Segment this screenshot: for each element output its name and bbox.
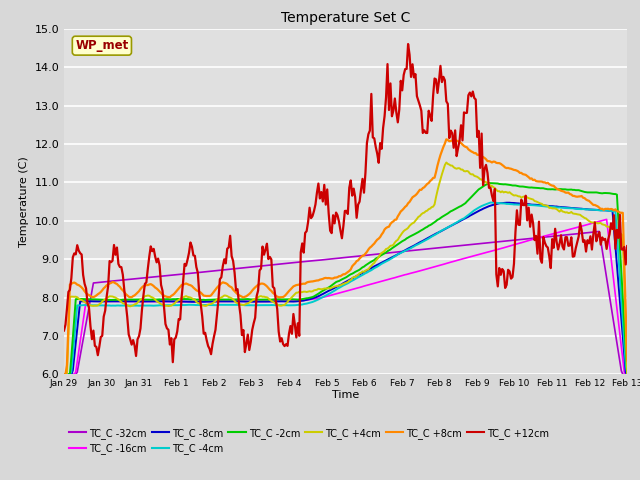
TC_C +8cm xyxy=(60,372,68,377)
TC_C -4cm xyxy=(79,302,87,308)
TC_C +12cm xyxy=(465,92,472,98)
TC_C -2cm xyxy=(461,200,469,206)
TC_C +4cm xyxy=(79,298,87,304)
TC_C +8cm xyxy=(442,136,450,142)
TC_C -16cm xyxy=(350,286,358,292)
Line: TC_C -32cm: TC_C -32cm xyxy=(64,231,627,374)
TC_C +8cm xyxy=(623,358,631,363)
TC_C -16cm xyxy=(545,232,553,238)
TC_C -16cm xyxy=(79,318,87,324)
TC_C -16cm xyxy=(60,372,68,377)
TC_C -4cm xyxy=(461,214,469,220)
TC_C -16cm xyxy=(603,216,611,222)
TC_C +4cm xyxy=(463,168,471,174)
TC_C -4cm xyxy=(620,340,628,346)
TC_C +4cm xyxy=(620,279,628,285)
TC_C -16cm xyxy=(461,255,469,261)
Text: WP_met: WP_met xyxy=(76,39,129,52)
TC_C -2cm xyxy=(60,372,68,377)
Line: TC_C +8cm: TC_C +8cm xyxy=(64,139,627,374)
TC_C +4cm xyxy=(97,300,104,306)
TC_C +8cm xyxy=(79,286,87,292)
TC_C -4cm xyxy=(97,302,104,308)
Line: TC_C +12cm: TC_C +12cm xyxy=(64,44,627,362)
TC_C -2cm xyxy=(350,270,358,276)
TC_C +12cm xyxy=(169,360,177,365)
TC_C +8cm xyxy=(547,182,555,188)
TC_C +8cm xyxy=(463,144,471,150)
TC_C +12cm xyxy=(623,243,631,249)
TC_C -2cm xyxy=(485,180,493,186)
TC_C +12cm xyxy=(404,41,412,47)
TC_C +12cm xyxy=(60,328,68,334)
Title: Temperature Set C: Temperature Set C xyxy=(281,11,410,25)
Line: TC_C +4cm: TC_C +4cm xyxy=(64,163,627,374)
TC_C -16cm xyxy=(620,369,628,375)
TC_C +4cm xyxy=(60,372,68,377)
TC_C -32cm xyxy=(350,254,358,260)
TC_C -16cm xyxy=(623,372,631,377)
Line: TC_C -8cm: TC_C -8cm xyxy=(64,203,627,374)
TC_C -2cm xyxy=(623,372,631,377)
TC_C +8cm xyxy=(350,262,358,267)
TC_C -32cm xyxy=(545,234,553,240)
TC_C +12cm xyxy=(79,272,87,278)
TC_C +12cm xyxy=(351,194,359,200)
TC_C +4cm xyxy=(547,205,555,211)
TC_C -32cm xyxy=(461,242,469,248)
TC_C -4cm xyxy=(486,200,494,205)
TC_C -2cm xyxy=(620,320,628,326)
Line: TC_C -16cm: TC_C -16cm xyxy=(64,219,627,374)
TC_C -2cm xyxy=(79,296,87,302)
TC_C -8cm xyxy=(79,299,87,304)
TC_C -32cm xyxy=(60,372,68,377)
TC_C -8cm xyxy=(97,299,104,304)
TC_C -8cm xyxy=(620,351,628,357)
TC_C -32cm xyxy=(623,372,631,377)
TC_C -8cm xyxy=(503,200,511,205)
TC_C +12cm xyxy=(622,262,630,267)
TC_C +4cm xyxy=(350,274,358,280)
TC_C -2cm xyxy=(97,297,104,302)
TC_C +4cm xyxy=(442,160,450,166)
Line: TC_C -4cm: TC_C -4cm xyxy=(64,203,627,374)
TC_C -32cm xyxy=(595,228,603,234)
TC_C -32cm xyxy=(79,337,87,343)
Y-axis label: Temperature (C): Temperature (C) xyxy=(19,156,29,247)
TC_C +8cm xyxy=(97,289,104,295)
TC_C +12cm xyxy=(548,236,556,242)
Line: TC_C -2cm: TC_C -2cm xyxy=(64,183,627,374)
TC_C -8cm xyxy=(547,203,555,209)
TC_C -2cm xyxy=(547,186,555,192)
TC_C -8cm xyxy=(623,372,631,377)
TC_C -4cm xyxy=(60,372,68,377)
TC_C -8cm xyxy=(350,275,358,280)
TC_C -32cm xyxy=(97,279,104,285)
TC_C +4cm xyxy=(623,372,631,377)
TC_C -32cm xyxy=(620,372,628,377)
TC_C -4cm xyxy=(623,372,631,377)
TC_C +12cm xyxy=(97,334,104,340)
Legend: TC_C -32cm, TC_C -16cm, TC_C -8cm, TC_C -4cm, TC_C -2cm, TC_C +4cm, TC_C +8cm, T: TC_C -32cm, TC_C -16cm, TC_C -8cm, TC_C … xyxy=(69,428,549,454)
TC_C -8cm xyxy=(60,372,68,377)
TC_C -4cm xyxy=(350,277,358,283)
TC_C -8cm xyxy=(461,216,469,221)
TC_C -16cm xyxy=(97,299,104,304)
TC_C +8cm xyxy=(620,259,628,264)
TC_C -4cm xyxy=(547,204,555,209)
X-axis label: Time: Time xyxy=(332,390,359,400)
